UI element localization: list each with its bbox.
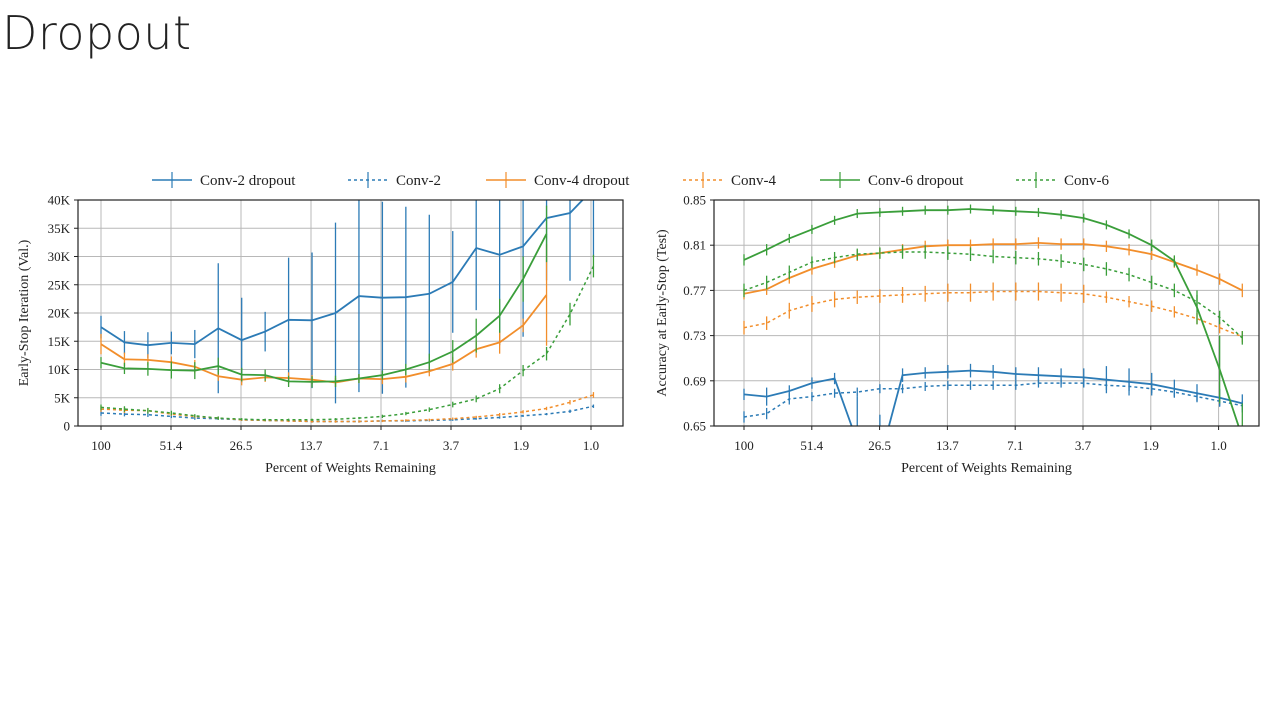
y-tick-label: 30K bbox=[48, 249, 71, 264]
legend-item-conv-2: Conv-2 bbox=[348, 172, 441, 189]
x-tick-label: 1.9 bbox=[1143, 438, 1159, 453]
x-tick-label: 100 bbox=[734, 438, 754, 453]
y-tick-label: 0.77 bbox=[683, 283, 706, 298]
y-axis-label: Accuracy at Early-Stop (Test) bbox=[655, 229, 670, 397]
x-axis-label: Percent of Weights Remaining bbox=[901, 461, 1072, 476]
series-line bbox=[100, 200, 584, 347]
x-tick-label: 1.0 bbox=[583, 438, 599, 453]
x-tick-label: 51.4 bbox=[800, 438, 823, 453]
y-tick-label: 20K bbox=[48, 306, 71, 321]
x-tick-label: 26.5 bbox=[230, 438, 253, 453]
legend-label: Conv-2 bbox=[396, 173, 441, 189]
series-line bbox=[100, 265, 595, 421]
series-conv-4 bbox=[743, 282, 1243, 343]
legend-label: Conv-6 bbox=[1064, 173, 1110, 189]
x-axis-label: Percent of Weights Remaining bbox=[265, 461, 436, 476]
y-tick-label: 0.65 bbox=[683, 419, 706, 434]
y-tick-label: 0 bbox=[64, 419, 71, 434]
x-tick-label: 1.9 bbox=[513, 438, 529, 453]
y-tick-label: 35K bbox=[48, 221, 71, 236]
series-conv-6 bbox=[100, 254, 595, 421]
slide-title: Dropout bbox=[2, 6, 192, 60]
series-line bbox=[100, 233, 548, 383]
x-tick-label: 100 bbox=[91, 438, 111, 453]
series-conv-6-dropout bbox=[743, 204, 1243, 426]
gridlines bbox=[78, 199, 623, 427]
x-tick-label: 7.1 bbox=[373, 438, 389, 453]
y-tick-label: 25K bbox=[48, 277, 71, 292]
x-tick-label: 1.0 bbox=[1210, 438, 1226, 453]
x-tick-label: 51.4 bbox=[160, 438, 183, 453]
legend-item-conv-4-dropout: Conv-4 dropout bbox=[486, 172, 630, 189]
series-conv-6-dropout bbox=[100, 205, 548, 388]
x-tick-label: 3.7 bbox=[443, 438, 460, 453]
series-conv-6 bbox=[743, 245, 1243, 345]
plot-area bbox=[100, 200, 595, 423]
x-tick-label: 13.7 bbox=[936, 438, 959, 453]
legend-item-conv-6: Conv-6 bbox=[1016, 172, 1110, 189]
legend-item-conv-6-dropout: Conv-6 dropout bbox=[820, 172, 964, 189]
x-tick-label: 3.7 bbox=[1075, 438, 1092, 453]
plot-area bbox=[743, 204, 1243, 426]
y-tick-label: 15K bbox=[48, 334, 71, 349]
series-conv-2 bbox=[743, 378, 1243, 423]
early-stop-iteration-chart: 100 51.4 26.5 13.7 7.1 3.7 1.9 1.0 0 5K 10K 15K 20K 2… bbox=[17, 193, 624, 476]
series-conv-4-dropout bbox=[100, 244, 548, 388]
series-line bbox=[100, 394, 594, 423]
x-tick-label: 7.1 bbox=[1007, 438, 1023, 453]
legend-item-conv-4: Conv-4 bbox=[683, 172, 777, 189]
series-conv-2-dropout bbox=[100, 200, 595, 404]
chart-legend: Conv-2 dropout Conv-2 Conv-4 dropout Conv-4… bbox=[152, 172, 1110, 189]
y-tick-label: 10K bbox=[48, 362, 71, 377]
y-tick-label: 0.85 bbox=[683, 193, 706, 208]
plot-frame bbox=[713, 199, 1260, 427]
legend-item-conv-2-dropout: Conv-2 dropout bbox=[152, 172, 296, 189]
x-tick-label: 26.5 bbox=[868, 438, 891, 453]
legend-label: Conv-4 bbox=[731, 173, 777, 189]
y-tick-label: 40K bbox=[48, 193, 71, 208]
y-tick-label: 0.73 bbox=[683, 328, 706, 343]
y-tick-label: 0.69 bbox=[683, 373, 706, 388]
y-axis-label: Early-Stop Iteration (Val.) bbox=[17, 239, 32, 386]
accuracy-chart: 100 51.4 26.5 13.7 7.1 3.7 1.9 1.0 0.65 0.69 0.73 0… bbox=[655, 193, 1260, 476]
legend-label: Conv-2 dropout bbox=[200, 173, 296, 189]
y-tick-label: 5K bbox=[54, 390, 71, 405]
x-tick-label: 13.7 bbox=[300, 438, 323, 453]
legend-label: Conv-4 dropout bbox=[534, 173, 630, 189]
y-tick-label: 0.81 bbox=[683, 238, 706, 253]
legend-label: Conv-6 dropout bbox=[868, 173, 964, 189]
